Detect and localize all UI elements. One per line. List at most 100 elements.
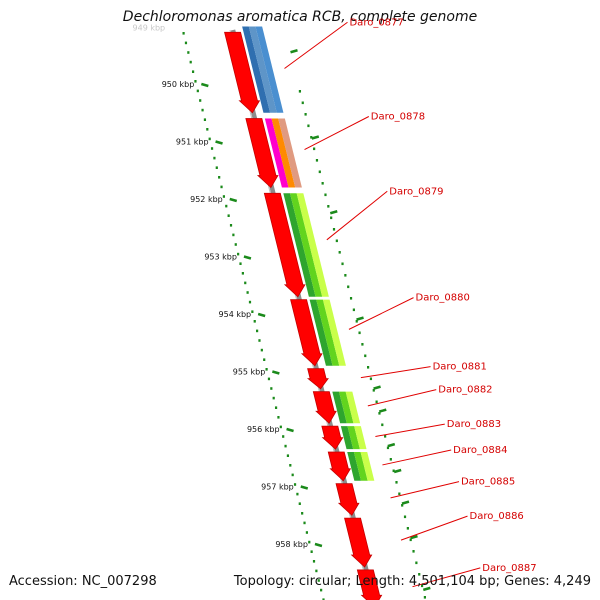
gene-arrow bbox=[224, 31, 261, 114]
feature-band-stripe bbox=[316, 299, 340, 366]
gene-label: Daro_0887 bbox=[482, 563, 536, 574]
ruler-dot bbox=[286, 454, 290, 457]
ruler-dot bbox=[241, 272, 244, 275]
inner-major-tick bbox=[373, 385, 381, 390]
ruler-dot bbox=[237, 252, 240, 256]
inner-ruler-dot bbox=[364, 354, 367, 358]
inner-ruler-dot bbox=[318, 170, 321, 174]
feature-band-stripe bbox=[354, 426, 367, 450]
ruler-label: 950 kbp bbox=[162, 80, 195, 89]
inner-major-tick bbox=[387, 442, 396, 448]
ruler-dot bbox=[196, 89, 199, 93]
ruler-dot bbox=[213, 156, 216, 160]
gene-leader-line bbox=[326, 190, 388, 241]
ruler-dot bbox=[284, 444, 287, 448]
gene-arrow bbox=[344, 517, 373, 568]
feature-band-stripe bbox=[271, 118, 296, 188]
inner-ruler-dot bbox=[415, 561, 418, 565]
feature-band-stripe bbox=[347, 426, 360, 450]
inner-ruler-dot bbox=[355, 320, 358, 323]
ruler-dot bbox=[194, 80, 197, 83]
ruler-dot bbox=[315, 569, 318, 573]
ruler-dot bbox=[274, 406, 278, 409]
inner-ruler-dot bbox=[298, 90, 302, 93]
ruler-dot bbox=[322, 598, 325, 600]
ruler-dot bbox=[189, 60, 192, 64]
inner-ruler-dot bbox=[406, 527, 409, 530]
gene-arrow bbox=[290, 299, 323, 367]
ruler-dot bbox=[225, 204, 228, 208]
inner-ruler-dot bbox=[375, 400, 378, 404]
ruler-dot bbox=[218, 176, 221, 179]
gene-label: Daro_0886 bbox=[470, 511, 524, 522]
ruler-dot bbox=[246, 291, 249, 294]
ruler-dot bbox=[199, 99, 202, 102]
ruler-label: 952 kbp bbox=[190, 195, 223, 204]
ruler-dot bbox=[279, 425, 282, 429]
gene-leader-line bbox=[382, 449, 452, 466]
ruler-major-tick bbox=[300, 485, 309, 490]
ruler-label: 954 kbp bbox=[219, 310, 252, 319]
feature-band-stripe bbox=[332, 391, 347, 424]
ruler-dot bbox=[220, 185, 223, 189]
gene-arrow bbox=[356, 569, 383, 600]
inner-ruler-dot bbox=[381, 423, 384, 427]
ruler-dot bbox=[320, 588, 323, 592]
ruler-dot bbox=[270, 387, 273, 390]
inner-ruler-dot bbox=[344, 274, 347, 277]
gene-label: Daro_0881 bbox=[433, 362, 487, 373]
ruler-dot bbox=[293, 483, 297, 486]
ruler-dot bbox=[210, 147, 214, 150]
gene-arrow bbox=[245, 118, 279, 189]
inner-ruler-dot bbox=[310, 136, 313, 139]
inner-ruler-dot bbox=[347, 285, 350, 289]
ruler-dot bbox=[222, 195, 226, 198]
feature-band-stripe bbox=[360, 452, 375, 481]
inner-ruler-dot bbox=[401, 504, 404, 507]
inner-ruler-dot bbox=[369, 377, 373, 381]
inner-major-tick bbox=[311, 135, 320, 140]
feature-band-stripe bbox=[322, 299, 346, 366]
gene-leader-line bbox=[284, 21, 348, 69]
inner-major-tick bbox=[401, 500, 410, 505]
feature-band-stripe bbox=[347, 452, 362, 481]
gene-leader-line bbox=[304, 116, 370, 150]
topology-summary-text: Topology: circular; Length: 4,501,104 bp… bbox=[233, 574, 591, 589]
ruler-dot bbox=[203, 118, 207, 121]
feature-band-stripe bbox=[340, 426, 354, 450]
accession-text: Accession: NC_007298 bbox=[9, 574, 157, 589]
feature-band-stripe bbox=[278, 118, 302, 188]
inner-ruler-dot bbox=[412, 550, 415, 553]
gene-label: Daro_0884 bbox=[453, 445, 507, 456]
inner-ruler-dot bbox=[327, 205, 330, 208]
ruler-label: 951 kbp bbox=[176, 138, 209, 147]
inner-ruler-dot bbox=[384, 435, 387, 438]
inner-ruler-dot bbox=[378, 412, 381, 415]
feature-band-stripe bbox=[283, 193, 316, 297]
inner-ruler-dot bbox=[398, 492, 401, 496]
ruler-dot bbox=[312, 560, 316, 563]
gene-label: Daro_0878 bbox=[371, 112, 425, 123]
ruler-dot bbox=[251, 310, 254, 313]
ruler-major-tick bbox=[272, 370, 280, 375]
inner-ruler-dot bbox=[352, 308, 355, 312]
ruler-label-faded: 949 kbp bbox=[133, 24, 166, 33]
ruler-major-tick bbox=[215, 140, 223, 145]
inner-major-tick bbox=[393, 468, 402, 474]
inner-ruler-dot bbox=[313, 147, 316, 151]
gene-arrow bbox=[321, 425, 344, 450]
ruler-dot bbox=[267, 377, 271, 381]
gene-arrow bbox=[335, 483, 360, 516]
ruler-dot bbox=[308, 540, 311, 544]
ruler-dot bbox=[191, 70, 195, 73]
ruler-dot bbox=[182, 32, 185, 35]
feature-band-stripe bbox=[353, 452, 368, 481]
gene-leader-line bbox=[348, 297, 414, 330]
ruler-dot bbox=[215, 166, 218, 169]
gene-label: Daro_0885 bbox=[461, 477, 515, 488]
inner-ruler-dot bbox=[349, 297, 353, 300]
ruler-layer: 949 kbp 950 kbp 951 kbp 952 kbp 953 kbp 954 k… bbox=[133, 24, 431, 600]
inner-ruler-dot bbox=[321, 182, 324, 185]
ruler-dot bbox=[227, 214, 230, 217]
